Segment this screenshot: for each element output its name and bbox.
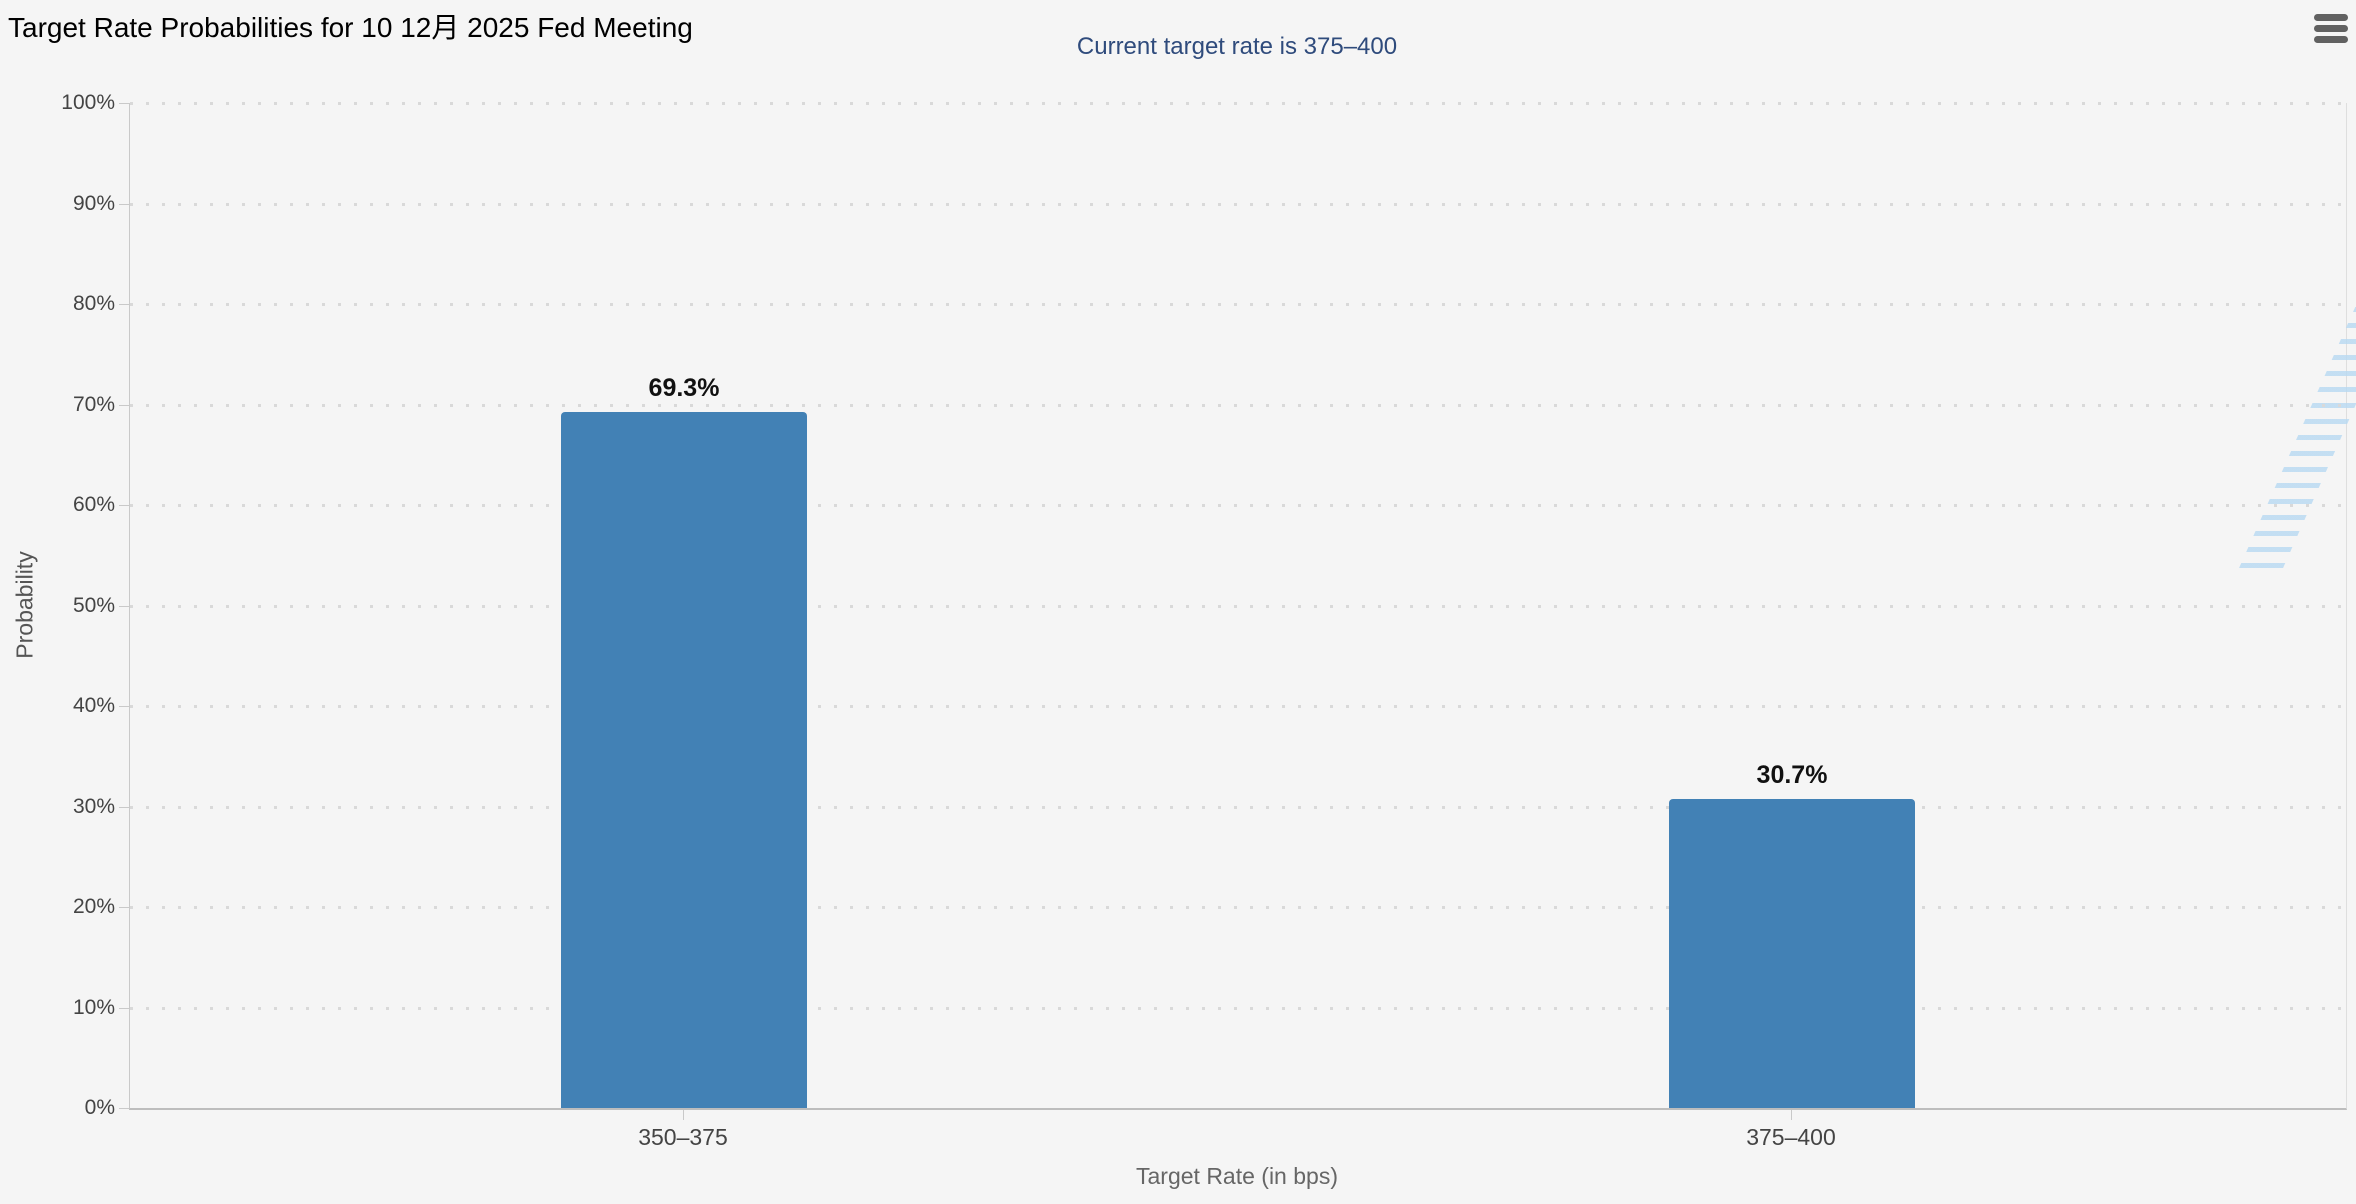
y-axis-tick bbox=[119, 706, 129, 707]
x-axis-category-label: 350–375 bbox=[638, 1124, 728, 1150]
watermark-hatch-icon bbox=[2234, 211, 2356, 579]
probability-bar-375–400[interactable] bbox=[1669, 799, 1915, 1108]
x-axis-tick bbox=[683, 1110, 684, 1120]
y-axis-label: 80% bbox=[72, 292, 115, 315]
y-axis-label: 70% bbox=[72, 392, 115, 416]
y-axis-label: 90% bbox=[72, 191, 115, 215]
hamburger-icon bbox=[2314, 35, 2348, 43]
y-axis-label: 30% bbox=[72, 794, 115, 818]
gridline bbox=[130, 504, 2346, 507]
y-axis-label: 60% bbox=[72, 493, 115, 516]
y-axis-label: 50% bbox=[72, 593, 115, 617]
gridline bbox=[130, 403, 2346, 407]
y-axis-tick bbox=[119, 605, 129, 607]
probability-bar-350–375[interactable] bbox=[561, 411, 807, 1108]
y-axis-label: 100% bbox=[61, 91, 115, 114]
gridline bbox=[130, 604, 2346, 608]
y-axis-tick bbox=[119, 404, 129, 406]
y-axis-tick bbox=[119, 304, 129, 305]
gridline bbox=[130, 102, 2346, 105]
x-axis-title: Target Rate (in bps) bbox=[1136, 1163, 1338, 1189]
gridline bbox=[130, 906, 2346, 909]
hamburger-icon bbox=[2314, 13, 2348, 21]
gridline bbox=[130, 705, 2346, 708]
y-axis-label: 0% bbox=[84, 1096, 115, 1119]
y-axis-tick bbox=[119, 203, 129, 205]
y-axis-tick bbox=[119, 1108, 129, 1109]
chart-subtitle: Current target rate is 375–400 bbox=[1076, 33, 1398, 60]
y-axis-label: 20% bbox=[72, 895, 115, 918]
y-axis-tick bbox=[119, 1007, 129, 1009]
chart-context-menu-button[interactable] bbox=[2312, 12, 2350, 44]
gridline bbox=[130, 303, 2346, 306]
gridline bbox=[130, 1006, 2346, 1010]
y-axis-tick bbox=[119, 907, 129, 908]
gridline bbox=[130, 202, 2346, 206]
bar-value-label: 69.3% bbox=[648, 373, 720, 402]
x-axis-tick bbox=[1791, 1110, 1792, 1120]
y-axis-tick bbox=[119, 505, 129, 506]
hamburger-icon bbox=[2314, 24, 2348, 32]
chart-title: Target Rate Probabilities for 10 12月 202… bbox=[8, 12, 693, 43]
y-axis-tick bbox=[119, 806, 129, 808]
bar-value-label: 30.7% bbox=[1756, 761, 1828, 790]
plot-area: Q 69.3%30.7% bbox=[119, 102, 2356, 1110]
gridline bbox=[130, 805, 2346, 809]
y-axis-label: 40% bbox=[72, 694, 115, 717]
y-axis-label: 10% bbox=[72, 995, 115, 1019]
x-axis-category-label: 375–400 bbox=[1746, 1124, 1836, 1150]
y-axis-tick bbox=[119, 103, 129, 104]
